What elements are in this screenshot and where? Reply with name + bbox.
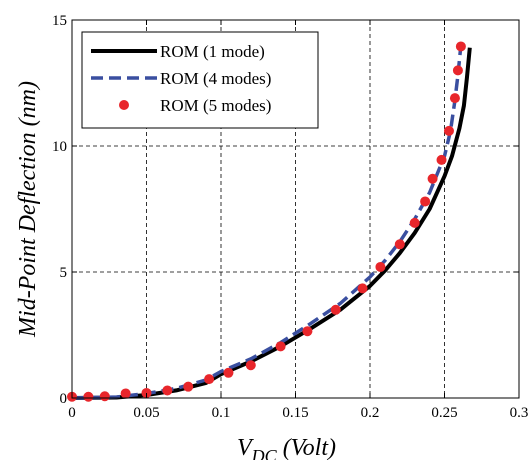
- series-2-point-14: [375, 261, 386, 272]
- x-axis-label: VDC (Volt): [237, 435, 336, 460]
- legend-box: [81, 31, 319, 129]
- series-2-point-4: [141, 387, 152, 398]
- series-2-point-16: [409, 217, 420, 228]
- legend-label-1: ROM (4 modes): [160, 69, 271, 88]
- x-tick-label-5: 0.25: [431, 405, 457, 421]
- series-2-point-13: [357, 283, 368, 294]
- series-2-point-11: [302, 326, 313, 337]
- series-2-point-7: [204, 374, 215, 385]
- series-2-point-21: [449, 93, 460, 104]
- series-2-point-6: [183, 381, 194, 392]
- series-2-point-15: [394, 239, 405, 250]
- x-tick-label-4: 0.2: [361, 405, 380, 421]
- legend-swatch-2: [119, 100, 129, 110]
- y-tick-label-1: 5: [60, 265, 68, 281]
- y-axis-label: Mid-Point Deflection (nm): [15, 81, 41, 338]
- series-2-point-20: [443, 125, 454, 136]
- y-tick-label-2: 10: [52, 139, 67, 155]
- series-2-point-3: [120, 388, 131, 399]
- series-2-point-1: [83, 391, 94, 402]
- series-2-point-5: [162, 385, 173, 396]
- x-tick-label-2: 0.1: [212, 405, 231, 421]
- series-2-point-23: [455, 41, 466, 52]
- series-2-point-12: [330, 304, 341, 315]
- series-2-point-17: [420, 196, 431, 207]
- x-tick-label-0: 0: [68, 405, 76, 421]
- x-axis-label-main: V: [237, 435, 254, 460]
- y-tick-label-0: 0: [60, 391, 68, 407]
- legend-label-0: ROM (1 mode): [160, 42, 265, 61]
- series-2-point-9: [245, 360, 256, 371]
- x-tick-label-3: 0.15: [282, 405, 308, 421]
- ticks: 0 0.05 0.1 0.15 0.2 0.25 0.3 0 5 10 15: [52, 13, 528, 421]
- series-2-point-22: [452, 65, 463, 76]
- x-axis-label-rest: (Volt): [277, 435, 336, 460]
- series-2-point-8: [223, 367, 234, 378]
- series-2-point-19: [436, 154, 447, 165]
- x-tick-label-1: 0.05: [133, 405, 159, 421]
- series-2-point-10: [275, 341, 286, 352]
- y-tick-label-3: 15: [52, 13, 67, 29]
- x-tick-label-6: 0.3: [510, 405, 529, 421]
- legend-label-2: ROM (5 modes): [160, 96, 271, 115]
- series-layer: [67, 41, 472, 402]
- series-2-point-18: [427, 173, 438, 184]
- series-2-point-2: [99, 391, 110, 402]
- legend: ROM (1 mode) ROM (4 modes) ROM (5 modes): [81, 31, 319, 129]
- x-axis-label-sub: DC: [251, 446, 278, 460]
